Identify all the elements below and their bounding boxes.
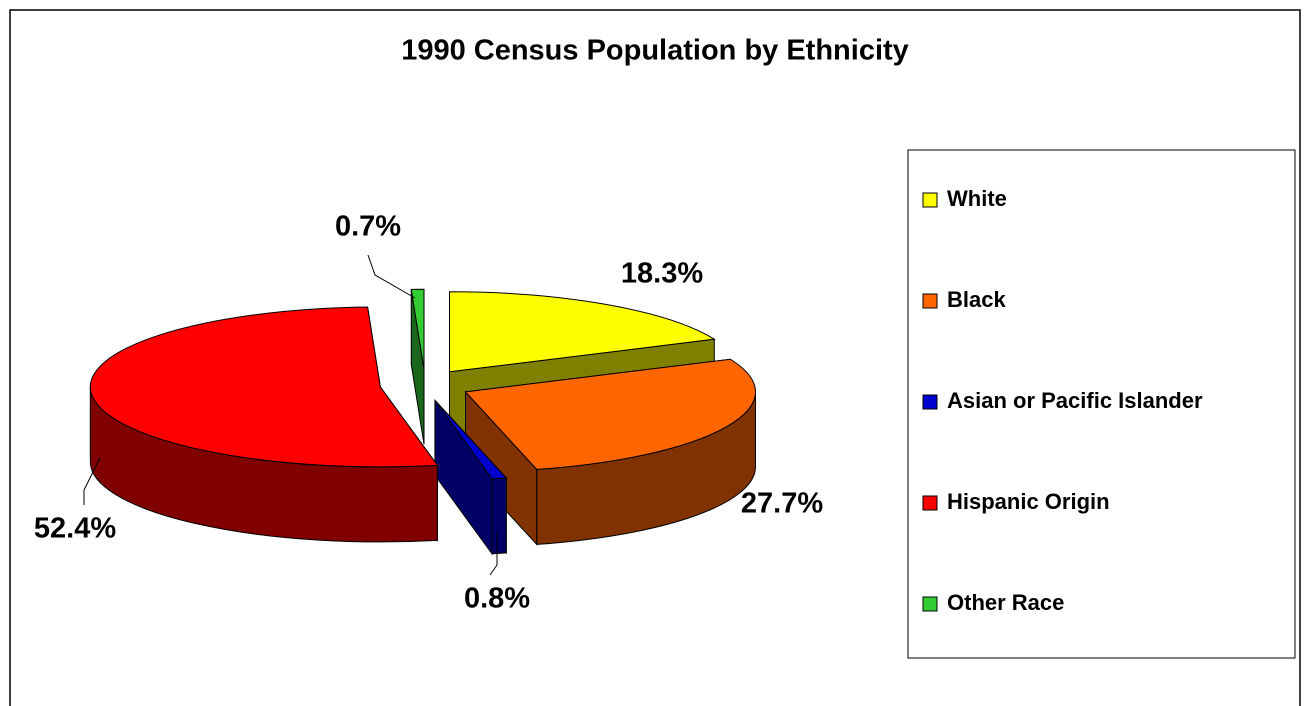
legend-swatch <box>922 495 938 511</box>
data-label: 27.7% <box>741 488 823 520</box>
data-label: 18.3% <box>621 258 703 290</box>
legend-label: Asian or Pacific Islander <box>947 388 1203 413</box>
data-label: 52.4% <box>34 513 116 545</box>
slice <box>464 358 756 470</box>
legend-swatch <box>922 394 938 410</box>
leader-line <box>489 532 498 576</box>
pie-labels: 18.3% 27.7% 0.8% 52.4% 0.7% <box>34 211 823 615</box>
legend-swatch <box>922 293 938 309</box>
legend-label: Hispanic Origin <box>947 489 1110 514</box>
pie-tops <box>89 288 756 480</box>
legend-label: Black <box>947 287 1006 312</box>
data-label: 0.8% <box>464 583 530 615</box>
leader-line <box>83 457 101 505</box>
slice <box>89 306 439 468</box>
slice <box>448 291 716 373</box>
leader-line <box>367 254 416 299</box>
slice <box>410 288 425 370</box>
legend-label: Other Race <box>947 590 1064 615</box>
chart-title: 1990 Census Population by Ethnicity <box>401 35 909 67</box>
slice <box>434 400 508 480</box>
legend-box <box>907 149 1296 659</box>
legend-label: White <box>947 186 1007 211</box>
legend: White Black Asian or Pacific Islander Hispa… <box>922 186 1203 615</box>
legend-swatch <box>922 192 938 208</box>
data-label: 0.7% <box>335 211 401 243</box>
slice-wall <box>491 477 507 555</box>
legend-swatch <box>922 596 938 612</box>
